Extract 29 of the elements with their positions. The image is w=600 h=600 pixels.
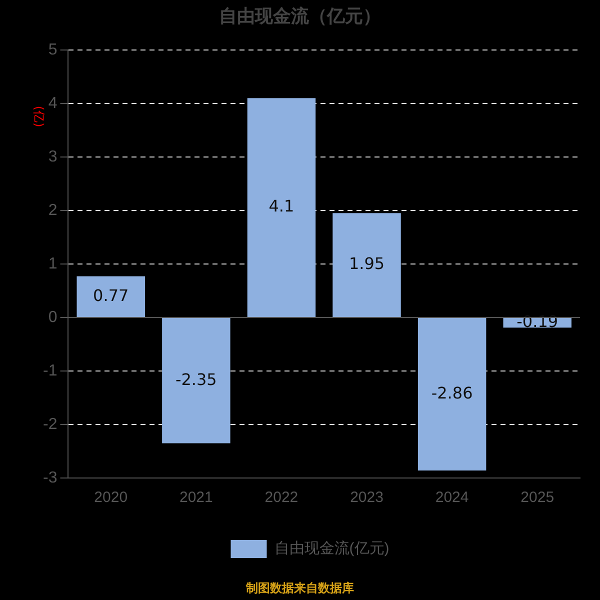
y-tick-label: -3 (42, 469, 58, 486)
chart-title: 自由现金流（亿元） (218, 5, 382, 28)
data-label: 0.77 (93, 286, 129, 305)
y-tick-label: 5 (48, 41, 58, 58)
bar (332, 213, 401, 317)
y-axis-title: (亿) (31, 106, 48, 128)
x-tick-label: 2021 (179, 489, 213, 506)
y-tick-label: -1 (42, 362, 58, 380)
data-label: -2.35 (175, 370, 217, 389)
x-tick-label: 2024 (435, 489, 469, 506)
y-tick-label: -2 (42, 416, 58, 433)
x-tick-label: 2022 (264, 489, 298, 506)
y-tick-label: 1 (48, 255, 58, 272)
bar (162, 318, 230, 444)
data-label: -2.86 (431, 383, 473, 402)
y-tick-label: 0 (48, 308, 58, 326)
y-tick-label: 4 (48, 94, 58, 112)
y-tick-label: 3 (48, 148, 58, 166)
y-tick-label: 2 (48, 202, 58, 219)
text: 制图数据来自数据库 (244, 580, 355, 597)
x-tick-label: 2020 (94, 489, 128, 506)
x-tick-label: 2025 (520, 489, 554, 506)
bar (418, 318, 486, 471)
bar (247, 98, 316, 317)
x-tick-label: 2023 (350, 489, 384, 506)
bar (76, 276, 145, 317)
legend-label: 自由现金流(亿元) (274, 540, 390, 558)
data-label: 4.1 (268, 196, 294, 216)
data-label: 1.95 (348, 254, 385, 274)
